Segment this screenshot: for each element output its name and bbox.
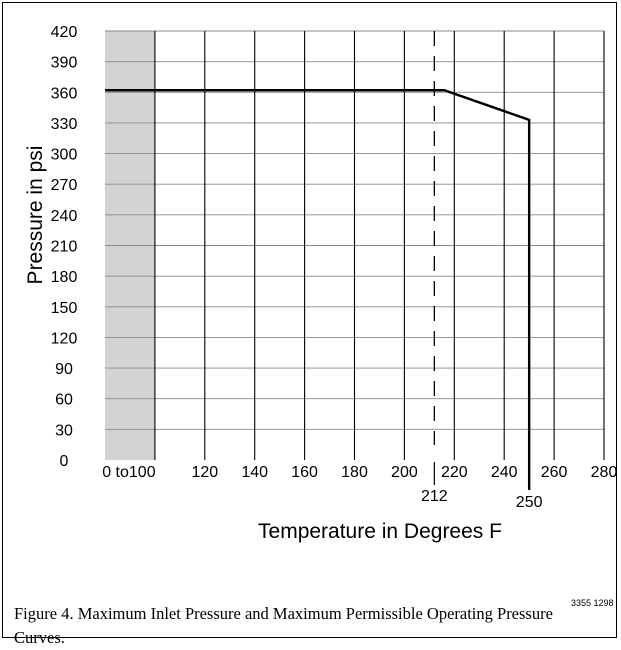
figure-caption: Figure 4. Maximum Inlet Pressure and Max… bbox=[14, 604, 553, 647]
y-tick-label: 90 bbox=[55, 361, 73, 378]
reference-label: 212 bbox=[421, 488, 448, 505]
x-axis-title: Temperature in Degrees F bbox=[258, 520, 502, 543]
y-tick-label: 240 bbox=[51, 208, 78, 225]
y-tick-label: 60 bbox=[55, 392, 73, 409]
x-tick-label: 180 bbox=[341, 464, 368, 481]
x-tick-label: 280 bbox=[591, 464, 618, 481]
pressure-curve bbox=[105, 89, 531, 490]
y-tick-label: 120 bbox=[51, 330, 78, 347]
y-tick-label: 270 bbox=[51, 177, 78, 194]
y-tick-label: 330 bbox=[51, 116, 78, 133]
x-tick-label: 240 bbox=[491, 464, 518, 481]
y-tick-label: 210 bbox=[51, 239, 78, 256]
y-tick-label: 300 bbox=[51, 147, 78, 164]
figure-frame bbox=[2, 2, 617, 638]
x-tick-label: 0 to100 bbox=[102, 464, 155, 481]
y-tick-label: 420 bbox=[51, 24, 78, 41]
x-tick-label: 220 bbox=[441, 464, 468, 481]
y-tick-label: 180 bbox=[51, 269, 78, 286]
y-tick-label: 0 bbox=[60, 453, 69, 470]
y-tick-label: 390 bbox=[51, 55, 78, 72]
x-tick-label: 160 bbox=[291, 464, 318, 481]
y-tick-label: 150 bbox=[51, 300, 78, 317]
y-tick-label: 30 bbox=[55, 422, 73, 439]
x-tick-label: 140 bbox=[241, 464, 268, 481]
x-tick-label: 260 bbox=[541, 464, 568, 481]
x-tick-label: 200 bbox=[391, 464, 418, 481]
y-axis-title: Pressure in psi bbox=[24, 146, 47, 285]
x-tick-label: 120 bbox=[191, 464, 218, 481]
annotation-label: 250 bbox=[516, 494, 543, 511]
figure-code: 3355 1298 bbox=[571, 598, 614, 608]
y-tick-label: 360 bbox=[51, 85, 78, 102]
